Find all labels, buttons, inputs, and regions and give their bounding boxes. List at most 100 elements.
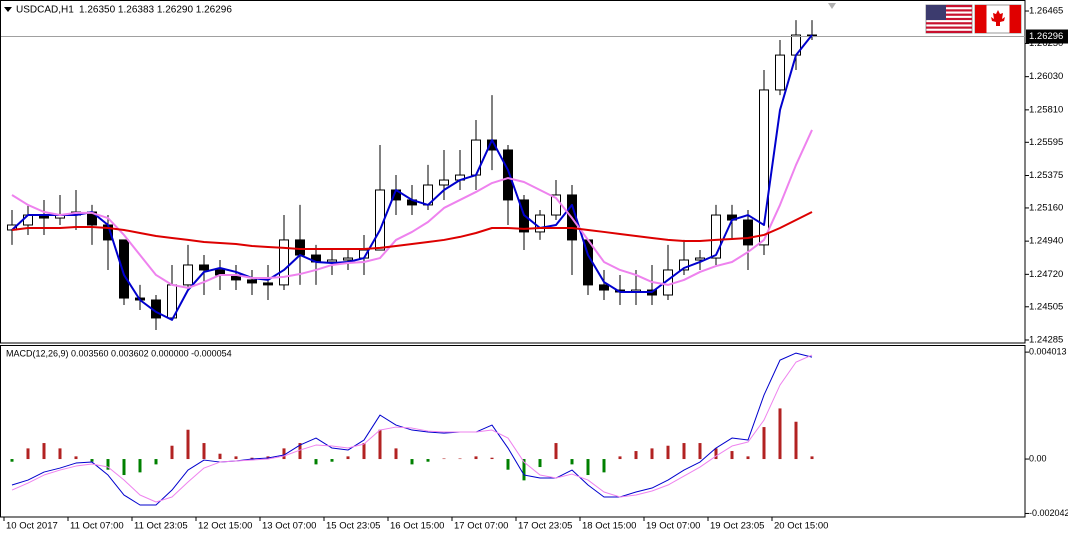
histogram-bar [42,443,46,460]
histogram-bar [538,459,542,468]
y-tick-label: 1.25375 [1029,170,1063,181]
indicator-line [11,211,813,250]
histogram-bar [298,443,302,460]
histogram-bar [346,456,350,460]
histogram-bar [650,448,654,460]
last-price-label: 1.26296 [1029,31,1063,42]
histogram-bar [746,456,750,460]
histogram-bar [282,448,286,460]
x-tick-label: 10 Oct 2017 [6,521,58,532]
histogram-bar [122,459,126,476]
x-tick-label: 17 Oct 07:00 [454,521,508,532]
canada-flag [974,4,1022,34]
histogram-bar [586,459,590,476]
indicator-line [11,129,813,289]
y-tick-label: 1.25810 [1029,104,1063,115]
x-tick-label: 16 Oct 15:00 [390,521,444,532]
histogram-bar [106,459,110,470]
candle-body [295,239,305,256]
candle-body [743,219,753,246]
histogram-bar [218,453,222,460]
histogram-bar [618,456,622,460]
indicator-line [11,34,813,321]
us-flag [925,4,973,34]
plot-layer: 1.264651.262501.260301.258101.255951.253… [1,6,1068,532]
y-tick-label: 1.25595 [1029,137,1063,148]
histogram-bar [778,408,782,460]
x-tick-label: 19 Oct 07:00 [646,521,700,532]
candle-body [711,214,721,259]
y-tick-label: -0.002042 [1029,508,1068,518]
shift-marker [828,3,836,9]
x-tick-label: 12 Oct 15:00 [198,521,252,532]
candle-body [775,54,785,91]
last-price-tag [1026,29,1068,44]
x-tick-label: 11 Oct 07:00 [70,521,124,532]
histogram-bar [506,459,510,470]
x-tick-label: 17 Oct 23:05 [518,521,572,532]
indicator-line [11,354,813,503]
histogram-bar [330,459,334,462]
candle-body [679,259,689,271]
histogram-bar [474,456,478,460]
candle-body [119,239,129,299]
histogram-bar [26,448,30,460]
symbol-menu-icon[interactable] [4,7,12,12]
histogram-bar [554,443,558,460]
histogram-bar [154,459,158,465]
x-tick-label: 19 Oct 23:05 [710,521,764,532]
histogram-bar [314,459,318,465]
histogram-bar [714,448,718,460]
histogram-bar [810,456,814,460]
histogram-bar [138,459,142,473]
candle-body [759,89,769,246]
histogram-bar [362,443,366,460]
macd-title: MACD(12,26,9) 0.003560 0.003602 0.000000… [6,348,232,358]
y-tick-label: 1.24285 [1029,334,1063,345]
y-tick-label: 1.24940 [1029,236,1063,247]
candle-body [183,264,193,286]
candle-body [503,149,513,201]
chart-title: USDCAD,H1 [16,5,74,16]
indicator-line [11,352,813,506]
y-tick-label: 1.26030 [1029,71,1063,82]
histogram-bar [570,459,574,465]
candle-body [23,214,33,226]
histogram-bar [762,427,766,460]
histogram-bar [202,443,206,460]
y-tick-label: 1.24720 [1029,269,1063,280]
candle-body [535,214,545,233]
candle-body [599,284,609,291]
histogram-bar [74,456,78,460]
candle-body [7,224,17,231]
histogram-bar [698,443,702,460]
x-tick-label: 11 Oct 23:05 [134,521,188,532]
macd-panel-frame [0,345,1026,518]
histogram-bar [426,459,430,462]
histogram-bar [410,459,414,465]
histogram-bar [234,456,238,460]
histogram-bar [90,459,94,462]
histogram-bar [250,457,254,460]
histogram-bar [58,448,62,460]
histogram-bar [458,458,462,460]
y-tick-label: 1.25160 [1029,202,1063,213]
ohlc-readout: 1.26350 1.26383 1.26290 1.26296 [79,5,232,16]
candle-body [343,257,353,261]
histogram-bar [378,429,382,460]
histogram-bar [10,459,14,462]
candle-body [327,259,337,263]
histogram-bar [634,451,638,460]
y-tick-label: 1.26465 [1029,6,1063,17]
y-tick-label: 0.00 [1029,453,1047,463]
histogram-bar [602,459,606,473]
histogram-bar [794,421,798,460]
candle-body [199,264,209,271]
y-tick-label: 0.004013 [1029,346,1067,356]
x-tick-label: 20 Oct 15:00 [774,521,828,532]
histogram-bar [170,445,174,460]
histogram-bar [682,443,686,460]
